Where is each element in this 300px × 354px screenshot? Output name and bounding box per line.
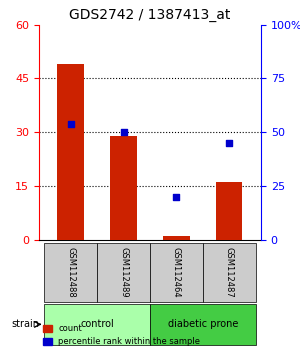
FancyBboxPatch shape — [44, 304, 150, 345]
Point — [227, 140, 232, 146]
Text: diabetic prone: diabetic prone — [168, 319, 238, 329]
Text: strain: strain — [11, 319, 39, 329]
Point — [121, 129, 126, 135]
Bar — [216, 182, 242, 240]
FancyBboxPatch shape — [44, 243, 97, 302]
Title: GDS2742 / 1387413_at: GDS2742 / 1387413_at — [69, 8, 231, 22]
Text: GSM112464: GSM112464 — [172, 247, 181, 298]
Bar — [163, 236, 190, 240]
Text: GSM112488: GSM112488 — [66, 247, 75, 298]
Text: GSM112489: GSM112489 — [119, 247, 128, 298]
Legend: count, percentile rank within the sample: count, percentile rank within the sample — [43, 324, 200, 346]
FancyBboxPatch shape — [203, 243, 256, 302]
FancyBboxPatch shape — [150, 243, 203, 302]
Bar — [58, 64, 84, 240]
Point — [68, 121, 73, 126]
Bar — [110, 136, 137, 240]
Text: control: control — [80, 319, 114, 329]
FancyBboxPatch shape — [150, 304, 256, 345]
Point — [174, 194, 179, 199]
Text: GSM112487: GSM112487 — [225, 247, 234, 298]
FancyBboxPatch shape — [97, 243, 150, 302]
